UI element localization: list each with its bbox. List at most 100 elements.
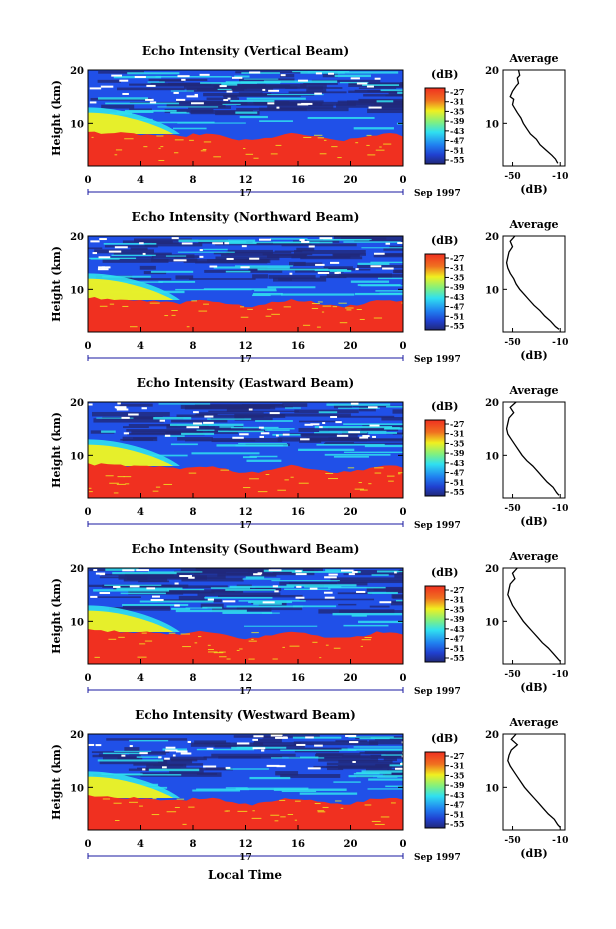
navy-patch <box>148 78 208 81</box>
yellow-speck <box>322 305 332 307</box>
colorbar-tick-label: -27 <box>450 253 464 263</box>
missing-data-gap <box>180 752 192 755</box>
missing-data-gap <box>370 265 382 268</box>
cyan-streak <box>203 248 228 250</box>
missing-data-gap <box>232 436 244 439</box>
colorbar-tick-label: -47 <box>450 800 464 810</box>
cyan-streak <box>318 411 338 414</box>
navy-patch <box>292 240 340 243</box>
x-tick-label: 20 <box>344 175 358 186</box>
cyan-streak <box>354 292 403 296</box>
navy-patch <box>127 576 148 580</box>
cyan-streak <box>299 756 319 759</box>
missing-data-gap <box>324 576 337 579</box>
yellow-speck <box>366 134 372 136</box>
yellow-speck <box>265 315 272 317</box>
missing-data-gap <box>276 434 279 437</box>
navy-patch <box>242 404 284 407</box>
colorbar-unit: (dB) <box>431 732 458 745</box>
x-tick-label: 12 <box>239 175 253 186</box>
cyan-streak <box>216 444 289 447</box>
average-frame <box>502 235 566 333</box>
colorbar-tick-label: -27 <box>450 419 464 429</box>
y-axis-label: Height (km) <box>50 80 63 156</box>
yellow-speck <box>367 154 376 156</box>
cyan-streak <box>333 781 361 783</box>
navy-patch <box>226 407 254 412</box>
cyan-streak <box>207 418 252 420</box>
navy-patch <box>326 762 403 766</box>
colorbar-tick-label: -47 <box>450 468 464 478</box>
cyan-streak <box>245 576 265 579</box>
navy-patch <box>218 594 303 598</box>
lower-yellow-lobe <box>88 776 174 798</box>
x-tick-label: 20 <box>344 673 358 684</box>
yellow-speck <box>163 483 173 485</box>
missing-data-gap <box>368 106 382 109</box>
colorbar-tick-label: -35 <box>450 272 464 282</box>
colorbar-tick-label: -39 <box>450 116 465 126</box>
navy-patch <box>122 604 170 609</box>
cyan-streak <box>246 459 282 462</box>
red-boundary-layer <box>88 463 403 498</box>
yellow-speck <box>207 649 214 651</box>
yellow-speck <box>123 476 132 478</box>
missing-data-gap <box>315 72 322 75</box>
x-tick-label: 0 <box>400 175 407 186</box>
x-tick-label: 0 <box>85 507 92 518</box>
missing-data-gap <box>328 72 334 75</box>
cyan-streak <box>280 749 357 752</box>
yellow-speck <box>109 303 115 305</box>
yellow-speck <box>311 303 320 305</box>
cyan-streak <box>122 604 189 606</box>
average-profile-line <box>509 69 559 164</box>
navy-patch <box>196 413 218 416</box>
yellow-speck <box>266 308 273 310</box>
navy-patch <box>123 578 168 582</box>
yellow-speck <box>99 305 108 307</box>
colorbar-tick-label: -31 <box>450 263 464 273</box>
missing-data-gap <box>336 271 341 274</box>
navy-patch <box>127 432 205 436</box>
yellow-speck <box>189 139 194 141</box>
cyan-streak <box>284 407 301 409</box>
yellow-speck <box>374 467 384 469</box>
yellow-speck <box>114 819 120 821</box>
heatmap-field <box>88 734 403 830</box>
x-tick-label: 16 <box>291 673 305 684</box>
day-label: 17 <box>239 853 252 863</box>
navy-patch <box>94 249 154 254</box>
cyan-streak <box>230 426 279 429</box>
yellow-speck <box>323 139 327 141</box>
missing-data-gap <box>315 263 325 266</box>
average-profile-line <box>505 235 560 330</box>
cyan-streak <box>314 432 368 434</box>
yellow-speck <box>176 798 185 800</box>
cyan-streak <box>170 443 198 446</box>
missing-data-gap <box>274 590 279 593</box>
cyan-streak <box>357 284 401 287</box>
missing-data-gap <box>276 765 286 768</box>
cyan-streak <box>97 759 164 762</box>
navy-patch <box>383 248 403 251</box>
yellow-speck <box>280 816 286 818</box>
missing-data-gap <box>324 596 335 599</box>
cyan-streak <box>238 600 306 602</box>
missing-data-gap <box>401 755 403 758</box>
cyan-streak <box>241 72 280 74</box>
navy-patch <box>267 104 334 109</box>
yellow-speck <box>116 483 126 485</box>
yellow-speck <box>203 303 209 305</box>
missing-data-gap <box>268 89 280 92</box>
missing-data-gap <box>304 423 313 426</box>
yellow-speck <box>374 472 382 474</box>
cyan-streak <box>367 788 403 790</box>
cyan-streak <box>162 748 188 751</box>
yellow-speck <box>194 642 198 644</box>
colorbar-tick-label: -55 <box>450 487 464 497</box>
average-frame <box>502 567 566 665</box>
navy-patch <box>253 100 324 104</box>
navy-patch <box>178 595 205 601</box>
y-axis-label: Height (km) <box>50 744 63 820</box>
missing-data-gap <box>270 734 283 737</box>
